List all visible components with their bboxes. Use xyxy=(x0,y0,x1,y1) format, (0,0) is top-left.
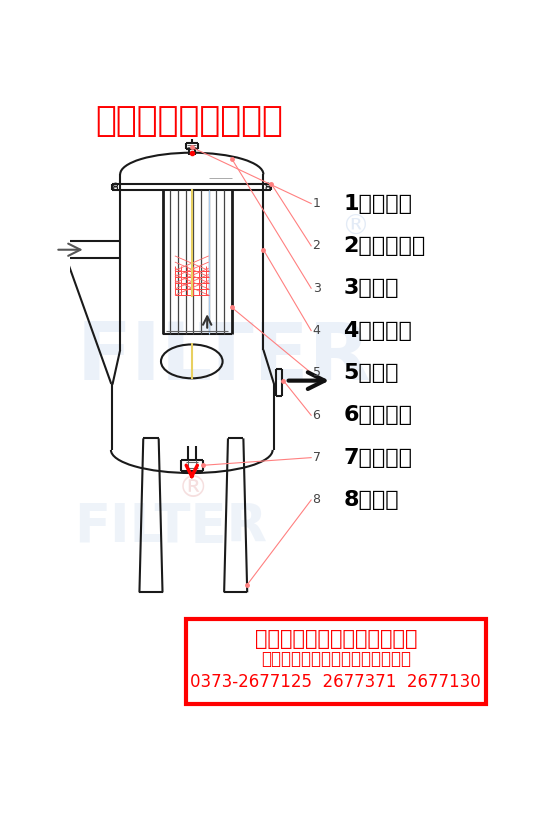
Text: 2、筒体法兰: 2、筒体法兰 xyxy=(343,236,426,256)
Text: ®: ® xyxy=(178,474,208,503)
Text: 1: 1 xyxy=(312,197,321,210)
FancyBboxPatch shape xyxy=(186,619,486,704)
Text: 5: 5 xyxy=(312,367,321,379)
Text: 8: 8 xyxy=(312,493,321,507)
Text: 6: 6 xyxy=(312,408,321,422)
Text: FILTER: FILTER xyxy=(74,501,267,553)
Text: FILTER: FILTER xyxy=(77,319,371,396)
Text: 6、压差表: 6、压差表 xyxy=(343,405,412,426)
Text: 新乡市迈特过滤设备有限公司: 新乡市迈特过滤设备有限公司 xyxy=(255,628,417,649)
Text: 3: 3 xyxy=(312,282,321,295)
Text: 气体精密过滤器、旋风汽水分离器: 气体精密过滤器、旋风汽水分离器 xyxy=(261,650,411,668)
Text: ®: ® xyxy=(341,212,369,241)
Text: 风机气体精密过滤器: 风机气体精密过滤器 xyxy=(96,104,283,138)
Text: 2: 2 xyxy=(312,239,321,252)
Text: 8、支腿: 8、支腿 xyxy=(343,490,399,510)
Text: 5、滤芯: 5、滤芯 xyxy=(343,363,399,383)
Text: 7、排污阀: 7、排污阀 xyxy=(343,448,412,467)
Text: 3、拉杆: 3、拉杆 xyxy=(343,279,399,298)
Text: 7: 7 xyxy=(312,451,321,464)
Text: 4、进出口: 4、进出口 xyxy=(343,320,412,341)
Text: 4: 4 xyxy=(312,324,321,337)
Text: 1、放气阀: 1、放气阀 xyxy=(343,194,412,213)
Text: 0373-2677125  2677371  2677130: 0373-2677125 2677371 2677130 xyxy=(190,673,481,691)
